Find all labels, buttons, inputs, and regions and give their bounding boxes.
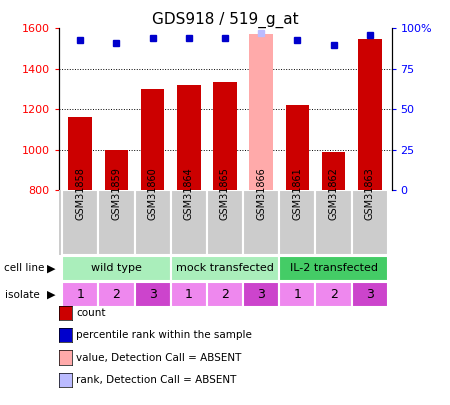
Text: percentile rank within the sample: percentile rank within the sample [76, 330, 252, 340]
Text: isolate: isolate [4, 290, 39, 300]
Bar [135, 282, 171, 307]
Text: mock transfected: mock transfected [176, 263, 274, 273]
Bar [207, 190, 243, 255]
Bar [171, 256, 279, 281]
Bar [243, 282, 279, 307]
Bar [98, 282, 135, 307]
Bar [315, 282, 352, 307]
Text: GSM31864: GSM31864 [184, 167, 194, 220]
Text: 3: 3 [366, 288, 374, 301]
Bar [279, 190, 315, 255]
Bar [358, 39, 382, 190]
Bar [286, 105, 309, 190]
Text: GSM31862: GSM31862 [328, 166, 338, 220]
Bar [322, 152, 345, 190]
Text: ▶: ▶ [47, 290, 56, 300]
Text: 3: 3 [148, 288, 157, 301]
Text: cell line: cell line [4, 263, 45, 273]
Text: value, Detection Call = ABSENT: value, Detection Call = ABSENT [76, 353, 242, 362]
Text: count: count [76, 308, 106, 318]
Text: GSM31861: GSM31861 [292, 167, 302, 220]
Text: 3: 3 [257, 288, 265, 301]
Text: 2: 2 [112, 288, 120, 301]
Bar [213, 82, 237, 190]
Text: GSM31860: GSM31860 [148, 167, 157, 220]
Text: 2: 2 [330, 288, 338, 301]
Text: rank, Detection Call = ABSENT: rank, Detection Call = ABSENT [76, 375, 237, 385]
Text: GSM31865: GSM31865 [220, 166, 230, 220]
Bar [352, 190, 388, 255]
Text: 1: 1 [76, 288, 84, 301]
Bar [171, 282, 207, 307]
Text: GSM31859: GSM31859 [112, 166, 122, 220]
Text: wild type: wild type [91, 263, 142, 273]
Bar [279, 256, 388, 281]
Text: GSM31866: GSM31866 [256, 167, 266, 220]
Bar [279, 282, 315, 307]
Bar [177, 85, 201, 190]
Bar [171, 190, 207, 255]
Bar [141, 89, 164, 190]
Bar [243, 190, 279, 255]
Bar [207, 282, 243, 307]
Bar [105, 150, 128, 190]
Text: 1: 1 [293, 288, 302, 301]
Bar [135, 190, 171, 255]
Text: 1: 1 [185, 288, 193, 301]
Text: GSM31863: GSM31863 [365, 167, 375, 220]
Text: GSM31858: GSM31858 [75, 166, 85, 220]
Bar [249, 34, 273, 190]
Title: GDS918 / 519_g_at: GDS918 / 519_g_at [152, 12, 298, 28]
Bar [62, 256, 171, 281]
Text: IL-2 transfected: IL-2 transfected [290, 263, 378, 273]
Bar [68, 117, 92, 190]
Bar [315, 190, 352, 255]
Bar [62, 282, 98, 307]
Bar [98, 190, 135, 255]
Text: 2: 2 [221, 288, 229, 301]
Bar [62, 190, 98, 255]
Text: ▶: ▶ [47, 263, 56, 273]
Bar [352, 282, 388, 307]
